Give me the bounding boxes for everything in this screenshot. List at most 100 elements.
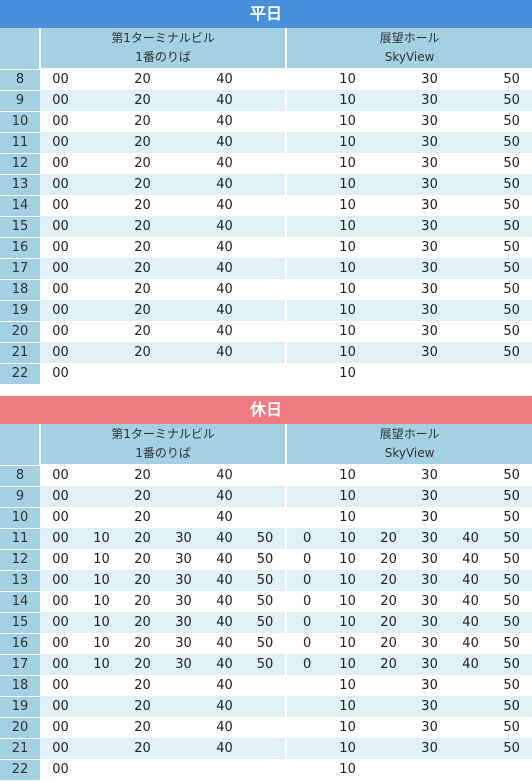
terminal1-minute-cell xyxy=(163,69,204,90)
observation-minute-cell: 10 xyxy=(339,239,356,255)
terminal1-minute-cell xyxy=(81,486,122,507)
terminal1-minute-cell: 30 xyxy=(163,612,204,633)
table-row: 20 00 20 40 10 30 50 xyxy=(0,717,532,739)
observation-minute-cell: 20 xyxy=(368,570,410,591)
terminal1-minute-cell xyxy=(245,237,286,258)
terminal1-minute-cell: 00 xyxy=(40,174,81,195)
terminal1-minute-cell xyxy=(81,216,122,237)
terminal1-minute-cell: 30 xyxy=(175,635,192,651)
terminal1-minute-cell: 20 xyxy=(134,468,151,483)
terminal1-minute-cell xyxy=(81,321,122,342)
terminal1-minute-cell: 00 xyxy=(40,528,81,549)
observation-minute-cell xyxy=(450,69,491,90)
terminal1-minute-cell xyxy=(163,216,204,237)
terminal1-minute-cell: 40 xyxy=(216,323,233,339)
observation-minute-cell xyxy=(450,465,491,486)
observation-minute-cell: 50 xyxy=(503,72,520,87)
observation-minute-cell xyxy=(368,216,410,237)
observation-minute-cell xyxy=(368,759,409,780)
observation-minute-cell: 40 xyxy=(462,551,479,567)
terminal1-minute-cell: 00 xyxy=(52,239,69,255)
hour-cell: 9 xyxy=(0,90,40,112)
terminal1-minute-cell: 20 xyxy=(134,323,151,339)
observation-minute-cell xyxy=(368,696,410,717)
observation-minute-cell: 30 xyxy=(421,113,438,129)
holiday-timetable: 休日 第1ターミナルビル 1番のりば 展望ホール SkyView 8 00 20 40… xyxy=(0,396,532,781)
hour-cell: 19 xyxy=(0,300,40,322)
terminal1-minute-cell xyxy=(122,363,163,384)
terminal1-minute-cell xyxy=(81,759,122,780)
table-row: 15 00 10 20 30 40 50 0 10 20 30 40 50 xyxy=(0,612,532,634)
terminal1-minute-cell xyxy=(81,258,122,279)
observation-minute-cell xyxy=(285,738,328,759)
terminal1-minute-cell xyxy=(245,300,287,321)
observation-minute-cell: 10 xyxy=(327,738,369,759)
holiday-title: 休日 xyxy=(0,396,532,424)
observation-minute-cell xyxy=(368,174,410,195)
observation-minute-cell: 50 xyxy=(491,612,532,633)
observation-minute-cell xyxy=(450,279,491,300)
hour-cell: 8 xyxy=(0,465,40,487)
observation-minute-cell xyxy=(285,258,328,279)
hour-cell: 19 xyxy=(0,696,40,718)
table-row: 16 00 20 40 10 30 50 xyxy=(0,237,532,259)
observation-minute-cell: 0 xyxy=(285,570,328,591)
terminal1-minute-cell: 40 xyxy=(216,635,233,651)
terminal1-minute-cell xyxy=(163,195,204,216)
terminal1-minute-cell: 40 xyxy=(204,216,245,237)
observation-minute-cell: 50 xyxy=(491,300,532,321)
observation-minute-cell xyxy=(450,759,491,780)
terminal1-minute-cell xyxy=(81,696,122,717)
terminal1-minute-cell: 20 xyxy=(122,696,163,717)
terminal1-minute-cell: 10 xyxy=(81,654,122,675)
hour-cell: 16 xyxy=(0,633,40,655)
terminal1-minute-cell xyxy=(81,132,122,153)
hour-cell: 15 xyxy=(0,216,40,238)
hour-cell: 13 xyxy=(0,570,40,592)
observation-minute-cell: 10 xyxy=(339,635,356,651)
terminal1-minute-cell xyxy=(163,342,204,363)
table-row: 14 00 20 40 10 30 50 xyxy=(0,195,532,217)
observation-minute-cell: 30 xyxy=(421,323,438,339)
terminal1-minute-cell: 50 xyxy=(245,654,287,675)
terminal1-minute-cell xyxy=(163,738,204,759)
observation-minute-cell: 50 xyxy=(503,677,520,693)
terminal1-minute-cell: 00 xyxy=(52,468,69,483)
terminal1-minute-cell xyxy=(245,195,286,216)
terminal1-minute-cell: 00 xyxy=(52,635,69,651)
weekday-table: 第1ターミナルビル 1番のりば 展望ホール SkyView 8 00 20 40 10 3… xyxy=(0,28,532,385)
observation-minute-cell xyxy=(368,258,410,279)
terminal1-minute-cell: 00 xyxy=(52,72,69,87)
terminal1-minute-cell: 00 xyxy=(52,677,69,693)
observation-minute-cell: 10 xyxy=(327,654,369,675)
terminal1-minute-cell xyxy=(81,717,122,738)
observation-minute-cell xyxy=(285,342,328,363)
observation-minute-cell: 50 xyxy=(503,468,520,483)
terminal1-minute-cell xyxy=(245,363,286,384)
observation-minute-cell: 10 xyxy=(327,90,369,111)
observation-minute-cell: 0 xyxy=(285,549,328,570)
terminal1-minute-cell: 00 xyxy=(52,719,69,735)
table-row: 9 00 20 40 10 30 50 xyxy=(0,90,532,112)
terminal1-minute-cell: 10 xyxy=(81,612,122,633)
terminal1-minute-cell: 00 xyxy=(40,216,81,237)
terminal1-minute-cell: 40 xyxy=(216,468,233,483)
terminal1-minute-cell xyxy=(245,486,287,507)
terminal1-minute-cell xyxy=(245,258,287,279)
observation-minute-cell: 50 xyxy=(503,197,520,213)
terminal1-minute-cell: 40 xyxy=(216,155,233,171)
terminal1-minute-cell: 00 xyxy=(52,593,69,609)
observation-minute-cell: 10 xyxy=(327,570,369,591)
terminal1-minute-cell: 30 xyxy=(163,570,204,591)
observation-minute-cell: 10 xyxy=(327,216,369,237)
terminal1-minute-cell: 00 xyxy=(52,197,69,213)
observation-minute-cell xyxy=(285,363,328,384)
observation-minute-cell: 20 xyxy=(368,612,410,633)
terminal1-minute-cell: 50 xyxy=(245,570,287,591)
hour-cell: 10 xyxy=(0,507,40,529)
observation-minute-cell: 30 xyxy=(421,635,438,651)
terminal1-minute-cell xyxy=(163,279,204,300)
terminal1-minute-cell xyxy=(163,486,204,507)
terminal1-minute-cell: 10 xyxy=(81,528,122,549)
observation-minute-cell xyxy=(285,675,328,696)
